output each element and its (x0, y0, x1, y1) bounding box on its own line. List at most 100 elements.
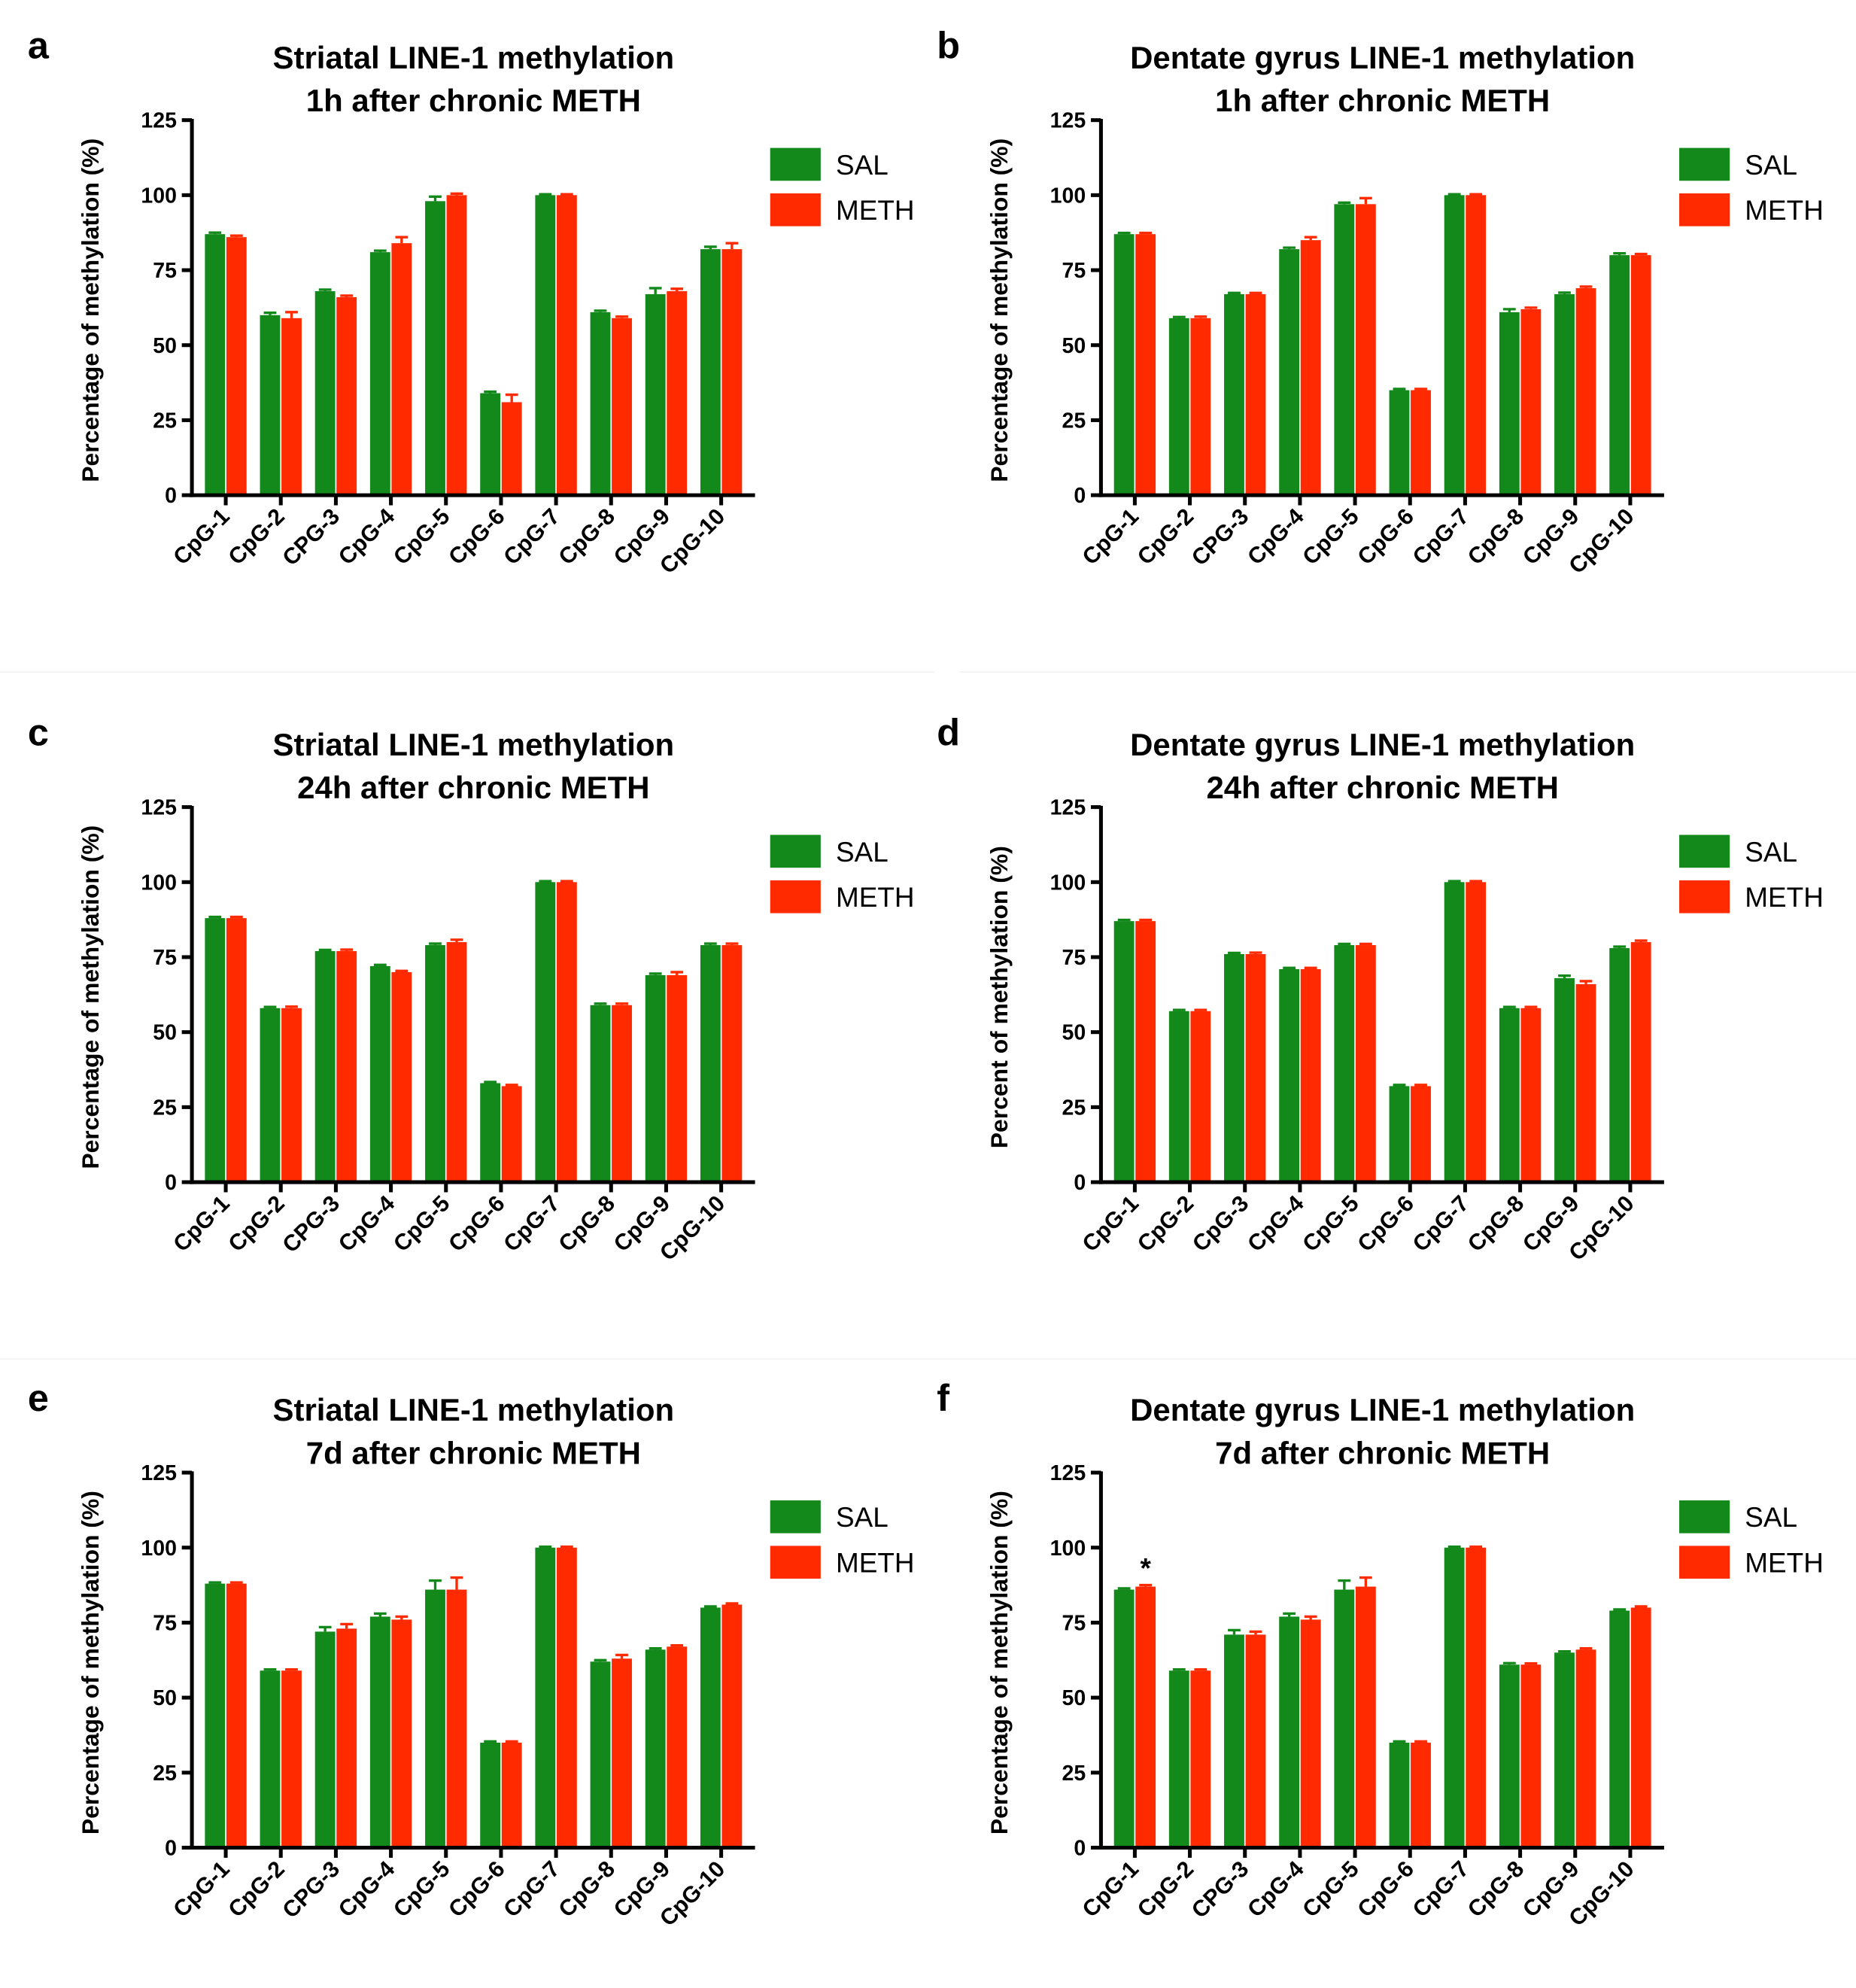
error-bar (318, 288, 332, 291)
error-bar (539, 193, 552, 196)
chart-title: Dentate gyrus LINE-1 methylation (1130, 727, 1635, 762)
x-tick-label: CpG-1 (1078, 504, 1144, 570)
bar (590, 1005, 611, 1183)
bar (1113, 921, 1135, 1183)
bar (1554, 293, 1575, 496)
error-bar (1172, 315, 1186, 318)
x-tick-label: CpG-1 (169, 504, 234, 570)
error-bar (1304, 1615, 1317, 1620)
error-bar (1393, 1084, 1406, 1087)
bar (1499, 1664, 1520, 1848)
error-bar (505, 1740, 518, 1743)
legend-swatch (1679, 834, 1730, 868)
bar (1245, 293, 1266, 496)
error-bar (1469, 880, 1483, 883)
bar (1520, 1008, 1542, 1183)
chart-title: Striatal LINE-1 methylation (273, 727, 675, 762)
x-tick-label: CpG-5 (389, 1191, 454, 1257)
legend-label: SAL (1745, 837, 1797, 868)
error-bar (594, 309, 607, 312)
legend-label: SAL (836, 150, 889, 181)
x-tick-label: CpG-5 (389, 1856, 454, 1922)
legend-swatch (1679, 193, 1730, 226)
legend-swatch (1679, 880, 1730, 913)
bar (1554, 977, 1575, 1183)
x-tick-label: CpG-6 (1353, 504, 1419, 570)
bar (721, 249, 743, 496)
bar (1444, 882, 1465, 1183)
error-bar (1283, 966, 1296, 970)
error-bar (373, 963, 387, 967)
bar (1466, 1547, 1487, 1848)
y-tick-label: 100 (1050, 871, 1086, 895)
error-bar (395, 969, 409, 973)
error-bar (670, 1644, 684, 1647)
error-bar (484, 1740, 497, 1743)
x-tick-label: CpG-7 (499, 504, 564, 570)
bar (1609, 1610, 1630, 1848)
legend-label: METH (836, 1548, 915, 1579)
error-bar (340, 1622, 354, 1629)
error-bar (649, 1647, 662, 1650)
error-bar (560, 193, 573, 196)
y-tick-label: 0 (165, 1837, 177, 1861)
bar (336, 296, 357, 496)
y-axis-title: Percentage of methylation (%) (986, 138, 1013, 482)
error-bar (1249, 951, 1262, 955)
bar (700, 1607, 721, 1848)
bar (1389, 1086, 1410, 1183)
error-bar (484, 390, 497, 394)
x-tick-label: CpG-8 (554, 504, 620, 570)
y-axis-title: Percentage of methylation (%) (986, 1491, 1013, 1834)
x-tick-label: CpG-7 (1408, 504, 1474, 570)
x-tick-label: CpG-5 (1298, 504, 1363, 570)
chart-title: Striatal LINE-1 methylation (273, 1392, 675, 1427)
bar (1245, 954, 1266, 1183)
bar (501, 1742, 522, 1848)
y-tick-label: 25 (153, 1762, 177, 1786)
bar (260, 315, 281, 496)
bar (1334, 1589, 1355, 1848)
y-tick-label: 125 (1050, 1461, 1086, 1485)
bar (1444, 1547, 1465, 1848)
legend-label: SAL (836, 837, 889, 868)
bar (391, 243, 412, 496)
bar (369, 1616, 390, 1848)
bar (556, 195, 577, 496)
bar (1279, 1616, 1300, 1848)
y-tick-label: 50 (1062, 334, 1086, 358)
error-bar (594, 1658, 607, 1662)
bar (205, 918, 226, 1183)
error-bar (703, 1605, 717, 1608)
bar (1168, 1670, 1189, 1848)
y-tick-label: 100 (141, 184, 177, 208)
bar (314, 290, 336, 496)
chart-panel: c Striatal LINE-1 methylation 24h after ch… (28, 710, 915, 1266)
error-bar (1634, 939, 1648, 943)
y-tick-label: 0 (1074, 484, 1086, 508)
bar (645, 1649, 666, 1848)
y-tick-label: 100 (1050, 184, 1086, 208)
error-bar (484, 1081, 497, 1084)
error-bar (285, 1005, 298, 1008)
error-bar (1558, 974, 1571, 978)
y-tick-label: 75 (1062, 1611, 1086, 1635)
bar (1279, 249, 1300, 496)
chart-panel: a Striatal LINE-1 methylation 1h after chr… (28, 23, 915, 579)
error-bar (229, 915, 243, 919)
x-tick-label: CPG-3 (278, 1856, 345, 1923)
error-bar (560, 880, 573, 883)
y-tick-label: 25 (153, 1096, 177, 1120)
y-tick-label: 0 (165, 484, 177, 508)
x-tick-label: CpG-2 (224, 1856, 290, 1922)
bar (260, 1670, 281, 1848)
x-tick-label: CPG-3 (1187, 504, 1254, 571)
y-tick-label: 50 (1062, 1686, 1086, 1710)
bar (535, 195, 556, 496)
y-tick-label: 25 (1062, 1762, 1086, 1786)
error-bar (670, 971, 684, 975)
error-bar (1469, 193, 1483, 196)
bar (535, 1547, 556, 1848)
panel-letter: f (937, 1376, 949, 1419)
x-tick-label: CpG-6 (1353, 1856, 1419, 1922)
